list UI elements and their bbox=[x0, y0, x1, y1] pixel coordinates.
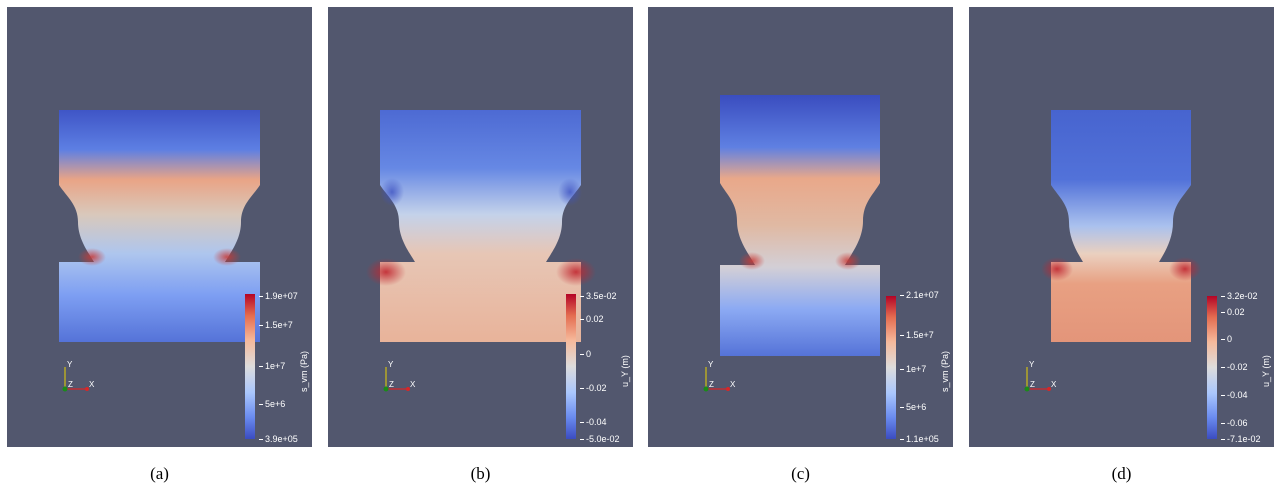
axis-y-label: Y bbox=[708, 360, 714, 369]
orientation-axes: Y Z X bbox=[55, 359, 99, 399]
colorbar-title: s_vm (Pa) bbox=[940, 350, 950, 392]
colorbar-title: u_Y (m) bbox=[620, 355, 630, 387]
colorbar-tick: 1e+7 bbox=[258, 361, 286, 371]
colorbar-tick: 1.1e+05 bbox=[900, 434, 939, 444]
panel-b: 3.5e-02 0.02 0 -0.02 -0.04 -5.0e-02 u_Y … bbox=[328, 7, 633, 447]
colorbar-tick: 2.1e+07 bbox=[900, 290, 939, 300]
colorbar-tick: 0 bbox=[579, 349, 592, 359]
specimen-shape-c bbox=[720, 95, 880, 356]
axis-x-label: X bbox=[1051, 380, 1057, 389]
colorbar-title: s_vm (Pa) bbox=[299, 350, 309, 392]
axis-y-label: Y bbox=[1029, 360, 1035, 369]
caption-b: (b) bbox=[470, 464, 491, 483]
colorbar-tick: 3.2e-02 bbox=[1221, 291, 1258, 301]
colorbar-title: u_Y (m) bbox=[1261, 355, 1271, 387]
axis-z-label: Z bbox=[709, 380, 714, 389]
colorbar-tick: 0.02 bbox=[1221, 307, 1245, 317]
caption-c: (c) bbox=[791, 464, 810, 483]
colorbar-tick: -0.04 bbox=[1221, 390, 1248, 400]
colorbar-tick: 3.9e+05 bbox=[259, 434, 298, 444]
colorbar-tick: 1e+7 bbox=[899, 364, 927, 374]
specimen-shape-a bbox=[59, 110, 260, 342]
axis-x-label: X bbox=[410, 380, 416, 389]
axis-y-label: Y bbox=[388, 360, 394, 369]
panel-d: 3.2e-02 0.02 0 -0.02 -0.04 -0.06 -7.1e-0… bbox=[969, 7, 1274, 447]
axis-x-label: X bbox=[89, 380, 95, 389]
colorbar-tick: 1.5e+7 bbox=[259, 320, 293, 330]
colorbar-tick: -0.06 bbox=[1221, 418, 1248, 428]
panel-a: 1.9e+07 1.5e+7 1e+7 5e+6 3.9e+05 s_vm (P… bbox=[7, 7, 312, 447]
axis-z-label: Z bbox=[1030, 380, 1035, 389]
axis-x-label: X bbox=[730, 380, 736, 389]
colorbar-b bbox=[566, 294, 576, 439]
specimen-shape-d bbox=[1041, 110, 1201, 342]
colorbar-tick: 5e+6 bbox=[258, 399, 286, 409]
orientation-axes: Y Z X bbox=[376, 359, 420, 399]
colorbar-tick: 0 bbox=[1220, 334, 1233, 344]
orientation-axes: Y Z X bbox=[696, 359, 740, 399]
axis-z-label: Z bbox=[68, 380, 73, 389]
colorbar-a bbox=[245, 294, 255, 439]
colorbar-tick: 1.9e+07 bbox=[259, 291, 298, 301]
axis-y-label: Y bbox=[67, 360, 73, 369]
colorbar-c bbox=[886, 296, 896, 439]
colorbar-d bbox=[1207, 296, 1217, 439]
colorbar-tick: 0.02 bbox=[580, 314, 604, 324]
colorbar-tick: -0.04 bbox=[580, 417, 607, 427]
panel-c: 2.1e+07 1.5e+7 1e+7 5e+6 1.1e+05 s_vm (P… bbox=[648, 7, 953, 447]
caption-a: (a) bbox=[150, 464, 169, 483]
colorbar-tick: -5.0e-02 bbox=[580, 434, 620, 444]
axis-z-label: Z bbox=[389, 380, 394, 389]
specimen-shape-b bbox=[366, 110, 596, 342]
colorbar-tick: 5e+6 bbox=[899, 402, 927, 412]
caption-d: (d) bbox=[1111, 464, 1132, 483]
colorbar-tick: 1.5e+7 bbox=[900, 330, 934, 340]
colorbar-tick: -7.1e-02 bbox=[1221, 434, 1261, 444]
colorbar-tick: -0.02 bbox=[580, 383, 607, 393]
colorbar-tick: 3.5e-02 bbox=[580, 291, 617, 301]
colorbar-tick: -0.02 bbox=[1221, 362, 1248, 372]
orientation-axes: Y Z X bbox=[1017, 359, 1061, 399]
